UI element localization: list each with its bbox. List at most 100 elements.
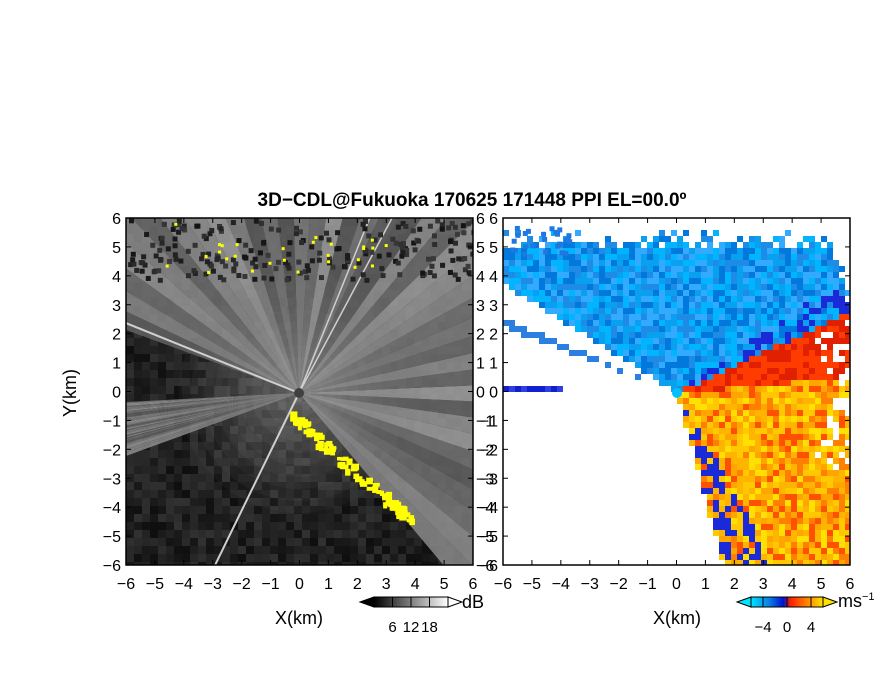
velocity-pixel xyxy=(773,380,779,386)
velocity-pixel xyxy=(701,440,707,446)
velocity-pixel xyxy=(527,278,533,284)
noise-cell xyxy=(310,538,318,546)
velocity-pixel xyxy=(779,272,785,278)
velocity-pixel xyxy=(533,386,539,392)
noise-cell xyxy=(134,482,142,490)
velocity-pixel xyxy=(791,440,797,446)
velocity-pixel xyxy=(809,266,815,272)
velocity-pixel xyxy=(671,326,677,332)
velocity-pixel xyxy=(827,374,833,380)
velocity-pixel xyxy=(821,506,827,512)
beam-streak xyxy=(213,392,300,565)
x-tick-label: −5 xyxy=(146,576,164,593)
velocity-pixel xyxy=(731,284,737,290)
velocity-pixel xyxy=(629,296,635,302)
velocity-pixel xyxy=(803,308,809,314)
velocity-pixel xyxy=(731,482,737,488)
velocity-pixel xyxy=(659,338,665,344)
velocity-pixel xyxy=(749,284,755,290)
noise-cell xyxy=(214,498,222,506)
velocity-pixel xyxy=(821,410,827,416)
velocity-pixel xyxy=(689,266,695,272)
edge-noise xyxy=(452,224,458,230)
velocity-pixel xyxy=(701,482,707,488)
velocity-pixel xyxy=(731,398,737,404)
noise-cell xyxy=(390,538,398,546)
noise-cell xyxy=(142,346,150,354)
velocity-pixel xyxy=(785,554,791,560)
noise-cell xyxy=(262,418,270,426)
noise-cell xyxy=(150,378,158,386)
velocity-pixel xyxy=(761,542,767,548)
noise-cell xyxy=(358,514,366,522)
x-tick-label: 5 xyxy=(817,576,826,593)
noise-cell xyxy=(206,442,214,450)
velocity-pixel xyxy=(779,536,785,542)
velocity-pixel xyxy=(731,452,737,458)
velocity-pixel xyxy=(821,374,827,380)
edge-noise xyxy=(185,273,191,279)
velocity-pixel xyxy=(731,506,737,512)
edge-noise xyxy=(446,225,452,231)
noise-cell xyxy=(246,482,254,490)
velocity-pixel xyxy=(701,476,707,482)
velocity-pixel xyxy=(839,452,845,458)
velocity-pixel xyxy=(809,272,815,278)
velocity-pixel xyxy=(803,260,809,266)
velocity-pixel xyxy=(797,272,803,278)
right-colorbar-unit-base: ms xyxy=(838,591,862,611)
beam-streak xyxy=(298,218,371,394)
velocity-pixel xyxy=(749,548,755,554)
velocity-pixel xyxy=(683,386,689,392)
velocity-pixel xyxy=(749,530,755,536)
velocity-pixel xyxy=(833,362,839,368)
velocity-pixel xyxy=(827,428,833,434)
velocity-pixel xyxy=(713,350,719,356)
edge-noise xyxy=(134,267,140,273)
velocity-pixel xyxy=(833,542,839,548)
x-tick-label: −6 xyxy=(117,576,135,593)
velocity-pixel xyxy=(539,338,545,344)
velocity-pixel xyxy=(695,452,701,458)
velocity-pixel xyxy=(743,542,749,548)
velocity-pixel xyxy=(527,284,533,290)
velocity-pixel xyxy=(779,458,785,464)
x-tick-label: 0 xyxy=(295,576,304,593)
velocity-pixel xyxy=(563,266,569,272)
edge-noise xyxy=(404,247,410,253)
velocity-pixel xyxy=(647,296,653,302)
velocity-pixel xyxy=(749,290,755,296)
velocity-pixel xyxy=(743,428,749,434)
y-tick-label-right: −2 xyxy=(476,442,494,459)
noise-cell xyxy=(214,458,222,466)
velocity-pixel xyxy=(707,320,713,326)
noise-cell xyxy=(294,410,302,418)
velocity-pixel xyxy=(797,464,803,470)
velocity-pixel xyxy=(803,344,809,350)
noise-cell xyxy=(198,450,206,458)
velocity-pixel xyxy=(617,350,623,356)
velocity-pixel xyxy=(797,374,803,380)
velocity-pixel xyxy=(683,284,689,290)
velocity-pixel xyxy=(623,332,629,338)
velocity-pixel xyxy=(827,542,833,548)
velocity-pixel xyxy=(725,560,731,565)
right-colorbar-left-arrow xyxy=(735,596,752,608)
velocity-pixel xyxy=(641,368,647,374)
edge-noise xyxy=(426,256,432,262)
velocity-pixel xyxy=(761,434,767,440)
noise-cell xyxy=(190,506,198,514)
velocity-pixel xyxy=(599,326,605,332)
velocity-pixel xyxy=(581,278,587,284)
noise-cell xyxy=(350,490,358,498)
velocity-pixel xyxy=(767,404,773,410)
velocity-pixel xyxy=(599,266,605,272)
noise-cell xyxy=(190,554,198,562)
velocity-pixel xyxy=(779,404,785,410)
noise-cell xyxy=(230,506,238,514)
noise-cell xyxy=(222,466,230,474)
velocity-pixel xyxy=(689,302,695,308)
velocity-pixel xyxy=(839,266,845,272)
noise-cell xyxy=(222,474,230,482)
echo-wedge xyxy=(126,393,299,442)
